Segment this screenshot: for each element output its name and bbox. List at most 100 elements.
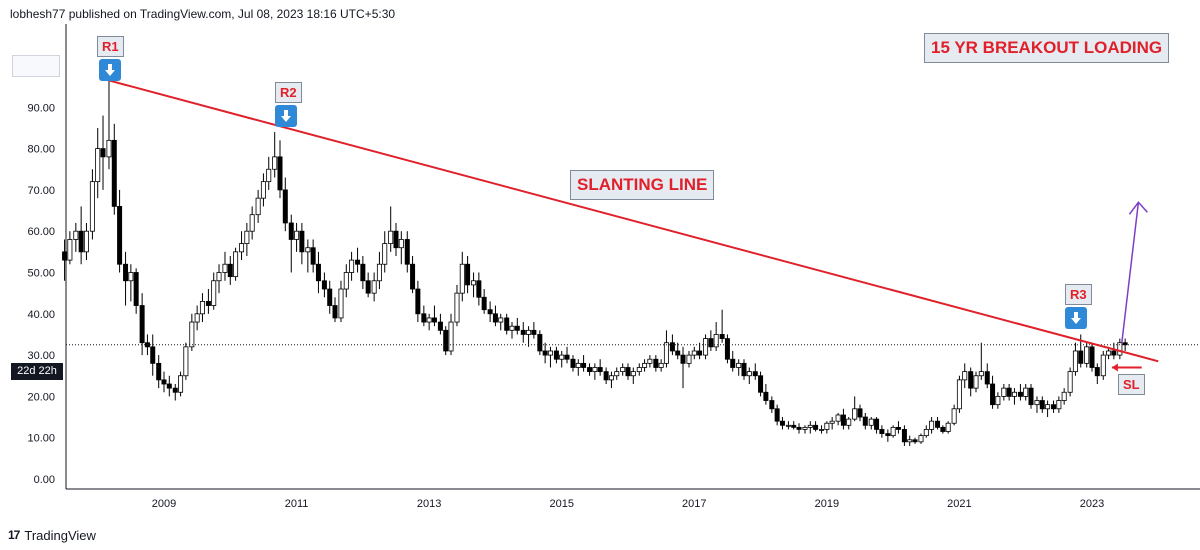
candle xyxy=(365,272,371,298)
price-chart[interactable]: 100.0090.0080.0070.0060.0050.0040.0030.0… xyxy=(0,24,1200,518)
candle xyxy=(824,421,830,434)
chart-area[interactable]: 100.0090.0080.0070.0060.0050.0040.0030.0… xyxy=(0,24,1200,518)
r1-down-arrow-icon xyxy=(99,59,121,81)
candle xyxy=(620,363,626,376)
candle xyxy=(647,355,653,368)
candle xyxy=(796,423,802,434)
candle xyxy=(393,222,399,256)
candle xyxy=(443,326,449,356)
candle-body xyxy=(779,420,785,426)
candle xyxy=(471,272,477,298)
candle xyxy=(338,280,344,323)
candle xyxy=(106,78,112,170)
candle xyxy=(133,268,139,314)
candle xyxy=(128,264,134,302)
candle xyxy=(907,435,913,446)
candle-body xyxy=(697,350,703,356)
candle xyxy=(819,425,825,434)
r1-label: R1 xyxy=(97,36,124,57)
candle-body xyxy=(935,420,941,428)
candle xyxy=(962,363,968,389)
y-tick-label: 30.00 xyxy=(27,350,55,362)
candle-body xyxy=(443,329,449,352)
candle-body xyxy=(504,317,510,331)
candle xyxy=(680,346,686,389)
candle-body xyxy=(178,375,184,393)
candle-body xyxy=(95,148,101,183)
candle-body xyxy=(1111,350,1117,356)
candle-body xyxy=(321,280,327,290)
candle xyxy=(968,367,974,397)
tradingview-logo-icon: 17 xyxy=(8,528,20,542)
candle-body xyxy=(471,280,477,286)
candle xyxy=(719,309,725,343)
candle xyxy=(1056,396,1062,413)
candle xyxy=(194,305,200,331)
candle-body xyxy=(183,346,189,377)
chart-settings-box[interactable] xyxy=(12,55,60,77)
candle xyxy=(526,326,532,347)
x-tick-label: 2023 xyxy=(1080,498,1104,510)
target-arrowhead xyxy=(1128,201,1148,215)
candle-body xyxy=(984,371,990,385)
candle-body xyxy=(978,371,984,377)
candle xyxy=(421,305,427,327)
candle-body xyxy=(476,280,482,298)
candle-body xyxy=(83,230,89,253)
candle-body xyxy=(1117,342,1123,356)
candle xyxy=(537,330,543,356)
candle-body xyxy=(514,325,520,331)
candle-body xyxy=(310,247,316,265)
candle-body xyxy=(1039,400,1045,410)
candle xyxy=(978,342,984,380)
candle xyxy=(658,359,664,372)
candle xyxy=(376,251,382,290)
candle xyxy=(216,264,222,294)
candle xyxy=(531,322,537,339)
candle-body xyxy=(73,230,79,240)
candle-body xyxy=(1051,404,1057,410)
candle xyxy=(935,417,941,430)
candle-body xyxy=(437,321,443,331)
candle-body xyxy=(1056,400,1062,410)
candle-body xyxy=(1034,400,1040,406)
candle-body xyxy=(846,418,852,426)
candle xyxy=(956,375,962,413)
candle-body xyxy=(509,325,515,331)
candle xyxy=(211,272,217,310)
candle-body xyxy=(1006,387,1012,397)
candle xyxy=(895,421,901,434)
candle xyxy=(542,342,548,364)
candle xyxy=(625,363,631,380)
candle-body xyxy=(393,230,399,249)
candle xyxy=(117,189,123,273)
candle-body xyxy=(774,408,780,422)
candle-body xyxy=(923,429,929,437)
candle-body xyxy=(260,181,266,199)
candle xyxy=(161,371,167,393)
candle xyxy=(945,421,951,434)
candle xyxy=(912,437,918,444)
candle xyxy=(868,417,874,430)
candle-body xyxy=(686,354,692,364)
candle-body xyxy=(459,263,465,294)
x-tick-label: 2009 xyxy=(152,498,176,510)
candle xyxy=(89,169,95,240)
candle xyxy=(282,177,288,232)
candle-body xyxy=(216,272,222,282)
candle-body xyxy=(139,305,145,344)
candle-body xyxy=(376,263,382,282)
candle-body xyxy=(128,272,134,282)
candle xyxy=(62,239,68,281)
candle xyxy=(1111,342,1117,360)
candle xyxy=(349,251,355,281)
candle-body xyxy=(691,350,697,356)
candle xyxy=(1051,400,1057,413)
candle xyxy=(785,421,791,430)
tradingview-brand: TradingView xyxy=(24,527,96,543)
candle xyxy=(763,384,769,405)
candle-body xyxy=(426,317,432,323)
candle xyxy=(829,417,835,430)
candle-body xyxy=(531,329,537,335)
tradingview-footer[interactable]: 17 TradingView xyxy=(8,526,96,544)
